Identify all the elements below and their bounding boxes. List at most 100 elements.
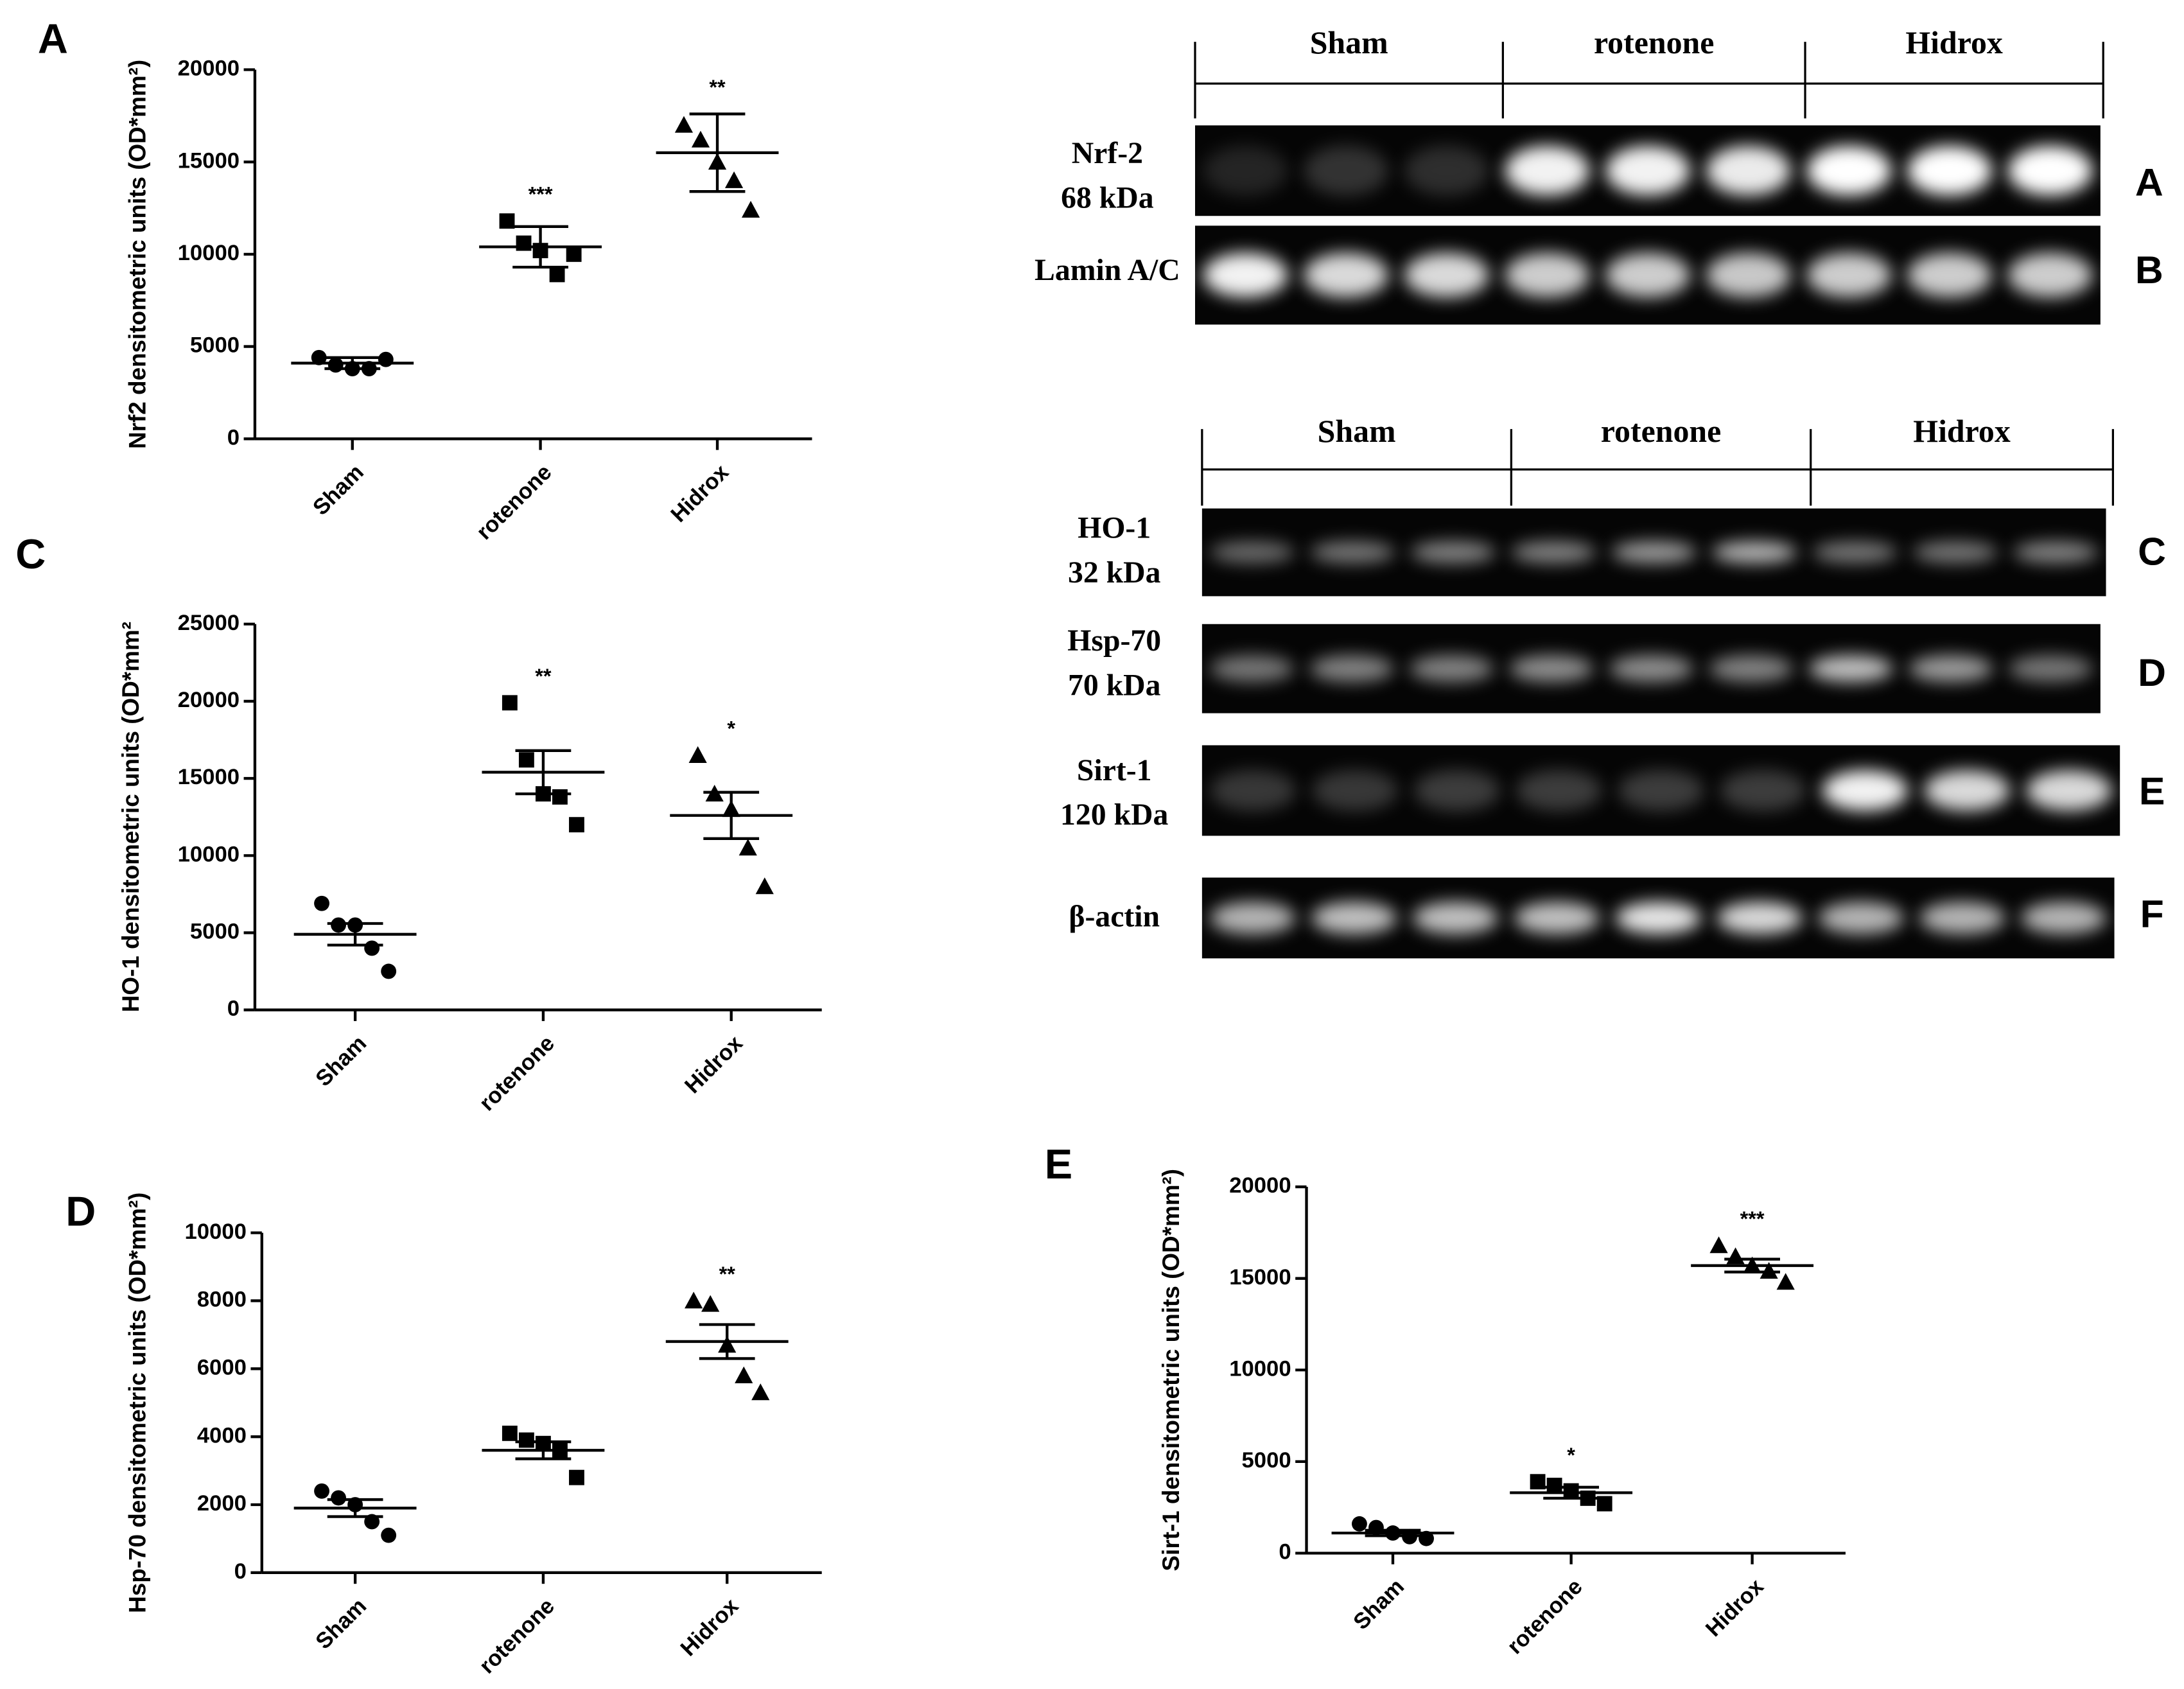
group-label: rotenone — [1594, 25, 1714, 60]
data-point — [502, 695, 518, 711]
blot-band — [1514, 902, 1600, 934]
blot-band — [1913, 541, 1998, 564]
blot-panel-letter: D — [2138, 651, 2166, 694]
blot-band — [1712, 541, 1797, 564]
data-point — [1419, 1530, 1434, 1546]
blot-band — [1720, 770, 1806, 811]
data-point — [331, 1490, 346, 1506]
data-point — [724, 171, 744, 188]
y-tick-label: 2000 — [197, 1491, 247, 1516]
y-tick-label: 0 — [1279, 1540, 1291, 1564]
data-point — [1352, 1516, 1367, 1532]
y-tick-label: 0 — [227, 997, 240, 1021]
data-point — [1709, 1236, 1728, 1254]
data-point — [502, 1425, 518, 1441]
blot-band — [1311, 902, 1397, 934]
blot-band — [1413, 902, 1498, 934]
data-point — [328, 357, 344, 373]
blot-band — [1509, 655, 1594, 682]
group-label: rotenone — [1601, 414, 1721, 449]
group-label: Hidrox — [1905, 25, 2003, 60]
blot-band — [1806, 252, 1892, 298]
blot-band — [1612, 541, 1697, 564]
blot-band — [1210, 770, 1296, 811]
y-tick-label: 15000 — [1229, 1265, 1291, 1290]
blot-band — [1822, 770, 1908, 811]
significance: * — [1567, 1444, 1575, 1467]
y-tick-label: 5000 — [190, 333, 240, 358]
y-tick-label: 20000 — [178, 57, 240, 81]
data-point — [516, 235, 532, 251]
y-tick-label: 20000 — [1229, 1173, 1291, 1198]
blot-band — [2013, 541, 2099, 564]
blot-band — [1516, 770, 1602, 811]
blot-label: Lamin A/C — [1035, 253, 1180, 287]
data-point — [1776, 1273, 1795, 1290]
data-point — [381, 963, 397, 979]
blot-band — [2008, 655, 2093, 682]
blot-label: Nrf-2 — [1072, 136, 1143, 170]
y-tick-label: 10000 — [178, 842, 240, 866]
data-point — [331, 917, 346, 933]
blot-panel-letter: F — [2140, 891, 2164, 935]
y-axis-label: Hsp-70 densitometric units (OD*mm²) — [125, 1193, 151, 1613]
significance: ** — [719, 1263, 736, 1286]
blot-panel-letter: E — [2139, 769, 2165, 812]
blot-band — [1312, 770, 1398, 811]
blot-band — [1304, 252, 1388, 298]
blot-label: 120 kDa — [1060, 798, 1168, 832]
blot-band — [1808, 655, 1893, 682]
data-point — [314, 895, 329, 911]
y-tick-label: 0 — [227, 425, 240, 450]
blot-band — [1907, 252, 1992, 298]
significance: *** — [529, 183, 553, 206]
data-point — [701, 1295, 720, 1312]
blot-band — [1203, 145, 1288, 196]
y-axis-label: Nrf2 densitometric units (OD*mm²) — [125, 60, 151, 449]
data-point — [1596, 1496, 1612, 1512]
data-point — [549, 267, 565, 283]
blot-label: HO-1 — [1078, 511, 1151, 545]
blot-band — [1410, 655, 1494, 682]
y-tick-label: 0 — [234, 1559, 247, 1584]
data-point — [1760, 1262, 1778, 1279]
data-point — [314, 1483, 329, 1499]
y-tick-label: 5000 — [190, 920, 240, 944]
panel-letter: A — [38, 15, 68, 62]
data-point — [691, 130, 710, 148]
data-point — [569, 817, 584, 833]
blot-band — [2007, 252, 2093, 298]
data-point — [566, 246, 582, 262]
blot-label: Hsp-70 — [1067, 624, 1161, 658]
data-point — [518, 1432, 534, 1448]
blot-label: 68 kDa — [1061, 180, 1154, 214]
blot-band — [1414, 770, 1500, 811]
data-point — [364, 940, 380, 956]
blot-band — [1907, 145, 1992, 196]
data-point — [311, 349, 327, 365]
panel-letter: D — [66, 1188, 96, 1235]
blot-band — [1924, 770, 2010, 811]
y-axis-label: Sirt-1 densitometric units (OD*mm²) — [1158, 1169, 1184, 1571]
blot-band — [2021, 902, 2106, 934]
blot-band — [1309, 655, 1394, 682]
panel-letter: E — [1045, 1141, 1072, 1187]
significance: ** — [709, 76, 726, 99]
blot-label: Sirt-1 — [1077, 753, 1152, 787]
y-tick-label: 20000 — [178, 688, 240, 712]
data-point — [688, 746, 707, 763]
y-tick-label: 15000 — [178, 765, 240, 789]
blot-band — [1210, 902, 1296, 934]
blot-band — [1210, 541, 1295, 564]
data-point — [751, 1383, 770, 1401]
blot-band — [1203, 252, 1288, 298]
blot-band — [1411, 541, 1496, 564]
panel-letter: C — [15, 530, 46, 577]
y-tick-label: 4000 — [197, 1423, 247, 1448]
blot-band — [1511, 541, 1596, 564]
data-point — [552, 789, 568, 805]
y-tick-label: 10000 — [1229, 1356, 1291, 1381]
blot-band — [1605, 145, 1690, 196]
y-tick-label: 10000 — [178, 241, 240, 265]
